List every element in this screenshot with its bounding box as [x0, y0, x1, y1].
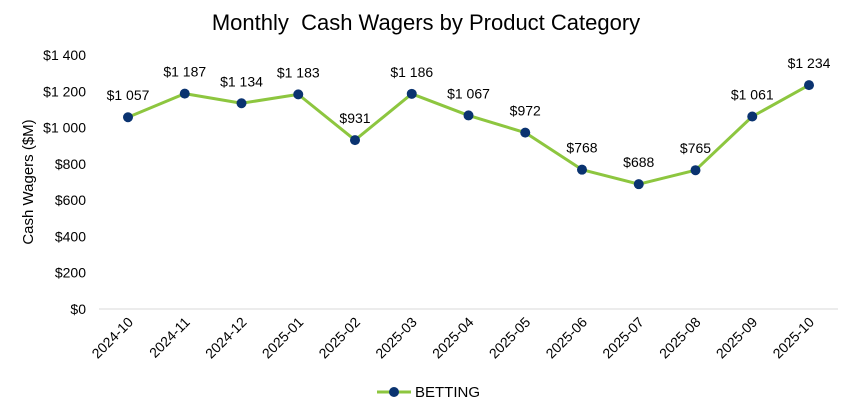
data-point	[123, 112, 133, 123]
y-tick-label: $800	[55, 156, 86, 172]
x-tick-label: 2025-06	[542, 314, 590, 362]
legend-marker-icon	[389, 387, 399, 397]
x-tick-label: 2025-08	[656, 314, 704, 362]
data-point	[633, 179, 644, 190]
data-point	[463, 110, 474, 121]
y-tick-label: $1 000	[43, 120, 86, 136]
data-point	[690, 165, 701, 176]
y-axis-label: Cash Wagers ($M)	[20, 119, 37, 244]
x-tick-label: 2025-02	[315, 314, 363, 362]
x-tick-label: 2025-01	[259, 314, 307, 362]
data-label: $972	[510, 103, 541, 119]
data-point	[179, 88, 190, 99]
data-label: $1 061	[731, 87, 774, 103]
data-label: $931	[339, 110, 370, 126]
data-point	[236, 98, 247, 109]
y-tick-label: $600	[55, 192, 86, 208]
data-label: $1 134	[220, 73, 263, 89]
x-tick-label: 2025-07	[599, 314, 647, 362]
x-tick-label: 2024-10	[88, 314, 136, 362]
data-label: $1 186	[390, 64, 433, 80]
data-point	[406, 88, 417, 99]
data-label: $688	[623, 154, 654, 170]
x-tick-label: 2025-05	[486, 314, 534, 362]
legend-label-betting: BETTING	[415, 384, 480, 401]
y-tick-label: $1 400	[43, 47, 86, 63]
x-tick-label: 2025-04	[429, 314, 477, 362]
x-tick-label: 2025-09	[713, 314, 761, 362]
data-label: $1 057	[107, 87, 150, 103]
data-label: $1 187	[163, 64, 206, 80]
x-tick-label: 2025-03	[372, 314, 420, 362]
data-label: $1 234	[788, 55, 831, 71]
data-label: $1 183	[277, 64, 320, 80]
data-label: $768	[566, 140, 597, 156]
data-point	[804, 80, 814, 91]
data-label: $1 067	[447, 85, 490, 101]
y-tick-label: $0	[70, 301, 86, 317]
data-point	[577, 164, 587, 175]
y-tick-label: $400	[55, 228, 86, 244]
legend: BETTING	[377, 384, 480, 401]
data-point	[350, 135, 360, 146]
chart-title: Monthly Cash Wagers by Product Category	[212, 10, 640, 35]
y-tick-label: $1 200	[43, 83, 86, 99]
data-point	[520, 127, 531, 138]
y-tick-label: $200	[55, 265, 86, 281]
x-tick-label: 2025-10	[769, 314, 817, 362]
x-tick-label: 2024-12	[202, 314, 250, 362]
x-tick-label: 2024-11	[146, 314, 193, 361]
data-label: $765	[680, 140, 711, 156]
data-point	[747, 111, 758, 122]
data-point	[293, 89, 304, 100]
